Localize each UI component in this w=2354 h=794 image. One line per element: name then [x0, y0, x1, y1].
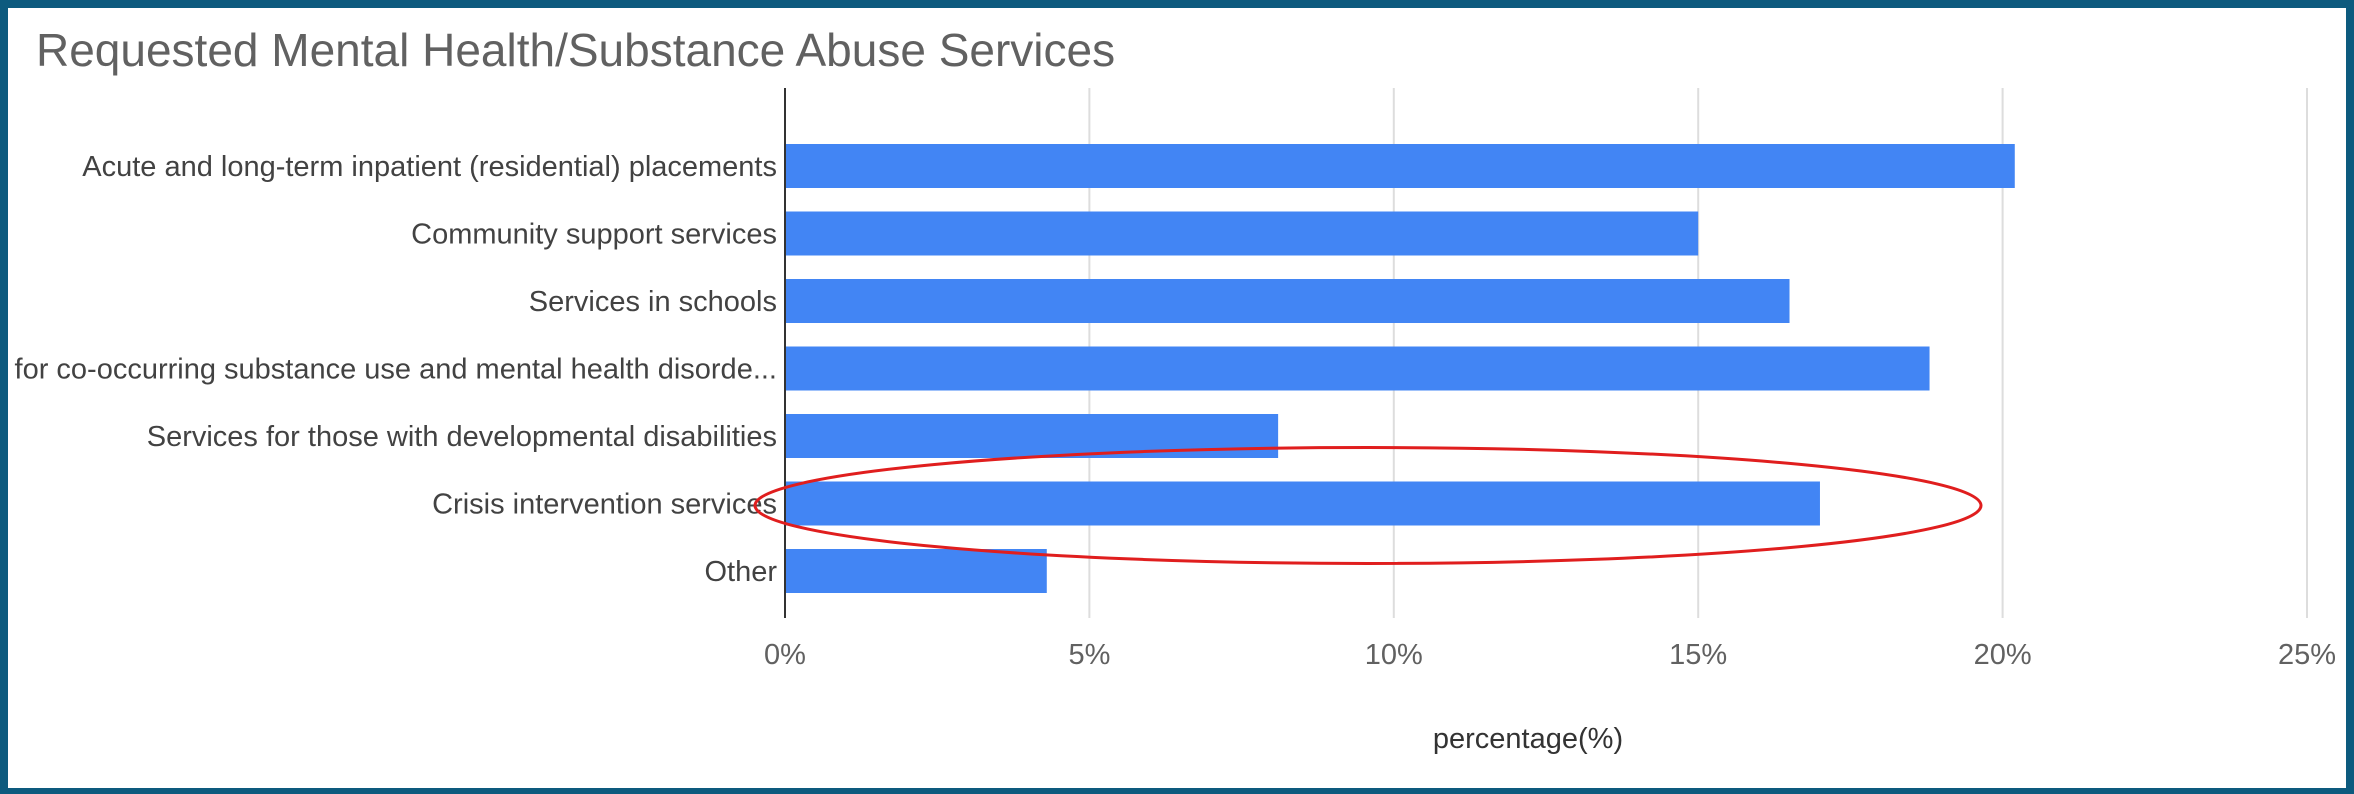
- highlight-ellipse: [753, 446, 1983, 565]
- bar: [785, 346, 1930, 391]
- category-label: Acute and long-term inpatient (residenti…: [82, 151, 777, 183]
- category-labels: Acute and long-term inpatient (residenti…: [8, 151, 777, 588]
- bar: [785, 549, 1047, 593]
- x-tick-labels: 0% 5% 10% 15% 20% 25%: [764, 639, 2336, 671]
- category-label: Services in schools: [529, 286, 777, 318]
- x-axis-title: percentage(%): [1433, 723, 1623, 755]
- bar-chart: Requested Mental Health/Substance Abuse …: [8, 24, 2336, 755]
- category-label: Community support services: [411, 219, 777, 251]
- category-label: Other: [704, 556, 777, 588]
- bar: [785, 414, 1279, 458]
- bar: [785, 144, 2015, 188]
- chart-frame: Requested Mental Health/Substance Abuse …: [8, 8, 2346, 788]
- bar: [785, 481, 1820, 526]
- bars: [785, 144, 2015, 593]
- chart-title: Requested Mental Health/Substance Abuse …: [36, 24, 1115, 76]
- x-tick-label: 10%: [1365, 639, 1423, 671]
- x-tick-label: 0%: [764, 639, 806, 671]
- category-label: Services for co-occurring substance use …: [8, 354, 777, 386]
- bar: [785, 211, 1699, 256]
- bar: [785, 279, 1790, 323]
- category-label: Services for those with developmental di…: [147, 421, 777, 453]
- x-tick-label: 15%: [1669, 639, 1727, 671]
- x-tick-label: 5%: [1068, 639, 1110, 671]
- x-tick-label: 25%: [2278, 639, 2336, 671]
- x-tick-label: 20%: [1974, 639, 2032, 671]
- category-label: Crisis intervention services: [432, 489, 777, 521]
